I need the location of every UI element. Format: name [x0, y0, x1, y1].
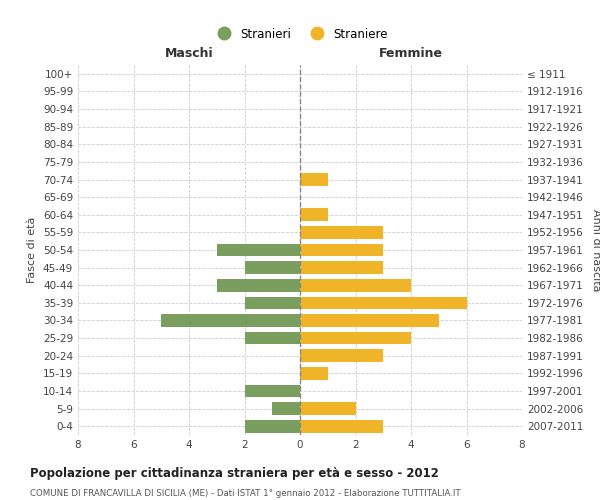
- Bar: [300, 332, 411, 344]
- Bar: [300, 173, 328, 186]
- Bar: [300, 350, 383, 362]
- Bar: [245, 296, 300, 309]
- Bar: [300, 226, 383, 238]
- Bar: [217, 244, 300, 256]
- Bar: [161, 314, 300, 327]
- Bar: [300, 244, 383, 256]
- Bar: [245, 384, 300, 398]
- Bar: [300, 296, 467, 309]
- Y-axis label: Fasce di età: Fasce di età: [28, 217, 37, 283]
- Text: Maschi: Maschi: [164, 46, 214, 60]
- Bar: [272, 402, 300, 415]
- Text: Popolazione per cittadinanza straniera per età e sesso - 2012: Popolazione per cittadinanza straniera p…: [30, 468, 439, 480]
- Bar: [300, 262, 383, 274]
- Bar: [300, 420, 383, 432]
- Text: COMUNE DI FRANCAVILLA DI SICILIA (ME) - Dati ISTAT 1° gennaio 2012 - Elaborazion: COMUNE DI FRANCAVILLA DI SICILIA (ME) - …: [30, 489, 461, 498]
- Y-axis label: Anni di nascita: Anni di nascita: [590, 209, 600, 291]
- Bar: [300, 367, 328, 380]
- Text: Femmine: Femmine: [379, 46, 443, 60]
- Bar: [245, 332, 300, 344]
- Bar: [245, 262, 300, 274]
- Bar: [300, 314, 439, 327]
- Bar: [245, 420, 300, 432]
- Bar: [300, 402, 355, 415]
- Bar: [217, 279, 300, 291]
- Bar: [300, 208, 328, 221]
- Legend: Stranieri, Straniere: Stranieri, Straniere: [207, 23, 393, 45]
- Bar: [300, 279, 411, 291]
